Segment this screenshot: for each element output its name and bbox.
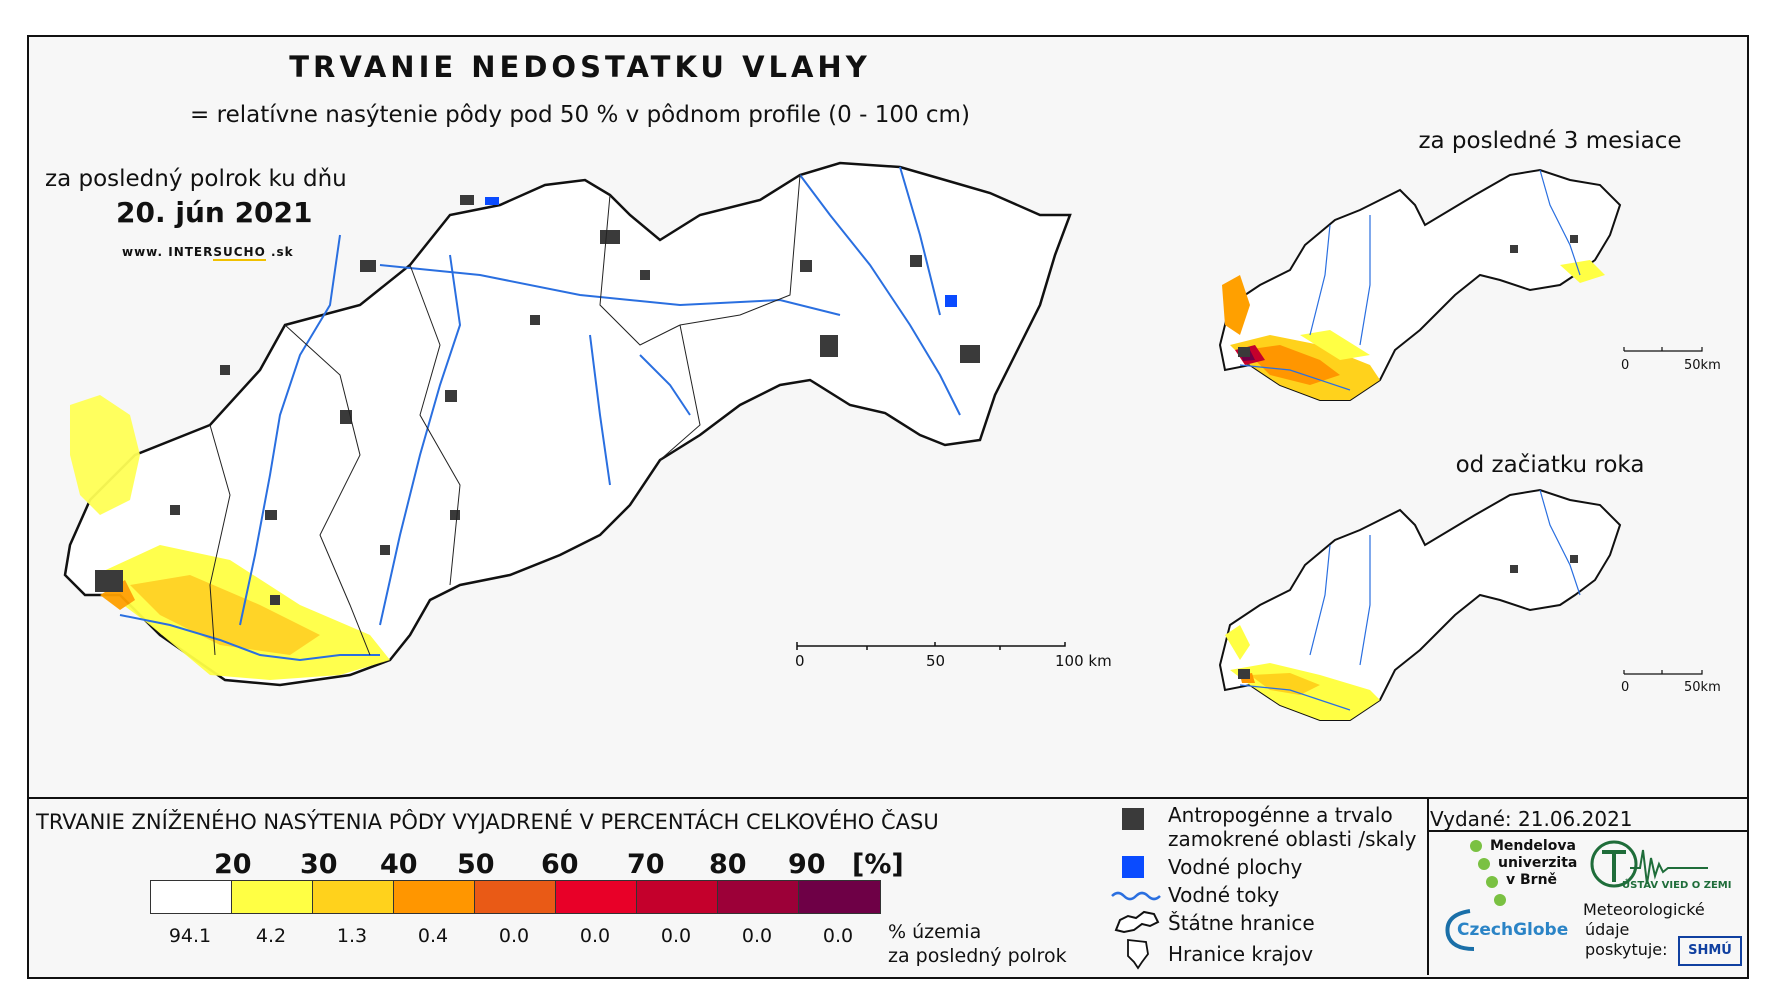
- percent-value-1: 4.2: [255, 925, 287, 947]
- inset-bottom-caption: od začiatku roka: [1455, 452, 1645, 478]
- rivers-inset-bottom: [1239, 489, 1581, 711]
- issued-date: Vydané: 21.06.2021: [1430, 807, 1633, 831]
- threshold-40: 40: [380, 849, 418, 880]
- urban-areas: [95, 195, 980, 605]
- slovakia-outline-main: [63, 161, 1072, 687]
- threshold-unit: [%]: [852, 849, 904, 880]
- threshold-90: 90: [788, 849, 826, 880]
- percent-value-3: 0.4: [417, 925, 449, 947]
- percent-note-line1: % územia: [888, 921, 982, 943]
- main-map: [63, 161, 1072, 687]
- percent-value-6: 0.0: [660, 925, 692, 947]
- czechglobe-text: CzechGlobe: [1457, 920, 1569, 940]
- colorbar-swatch-8: [799, 881, 880, 913]
- legend-panel: [27, 797, 1747, 977]
- main-scale-label-50: 50: [926, 652, 946, 670]
- rivers-inset-top: [1239, 169, 1581, 391]
- drought-area-inset-bottom: [1225, 625, 1380, 720]
- legend-title: TRVANIE ZNÍŽENÉHO NASÝTENIA PÔDY VYJADRE…: [36, 810, 939, 834]
- inset-top-caption: za posledné 3 mesiace: [1418, 128, 1682, 154]
- colorbar-swatch-2: [313, 881, 394, 913]
- threshold-20: 20: [214, 849, 252, 880]
- region-border-label: Hranice krajov: [1168, 942, 1314, 966]
- percent-value-2: 1.3: [336, 925, 368, 947]
- percent-note-line2: za posledný polrok: [888, 945, 1067, 967]
- inset-bottom-scale-bar: [1623, 670, 1703, 675]
- threshold-50: 50: [457, 849, 495, 880]
- uvz-logo-text: ÚSTAV VIED O ZEMI: [1622, 880, 1732, 891]
- lake-domasa: [945, 295, 957, 307]
- colorbar-swatch-6: [637, 881, 718, 913]
- colorbar-swatch-3: [394, 881, 475, 913]
- state-border-label: Štátne hranice: [1168, 911, 1315, 935]
- colorbar-swatch-7: [718, 881, 799, 913]
- website-label: www. INTERSUCHO .sk: [122, 245, 294, 261]
- rivers: [119, 166, 961, 662]
- inset-top-scale-0: 0: [1621, 358, 1630, 373]
- urban-swatch: [1122, 808, 1144, 830]
- water-label: Vodné plochy: [1168, 855, 1303, 879]
- urban-label-line1: Antropogénne a trvalo: [1168, 803, 1393, 827]
- region-borders: [209, 174, 801, 656]
- meteo-line3: poskytuje:: [1585, 940, 1668, 959]
- shmu-logo: SHMÚ: [1678, 936, 1742, 966]
- river-swatch: [1111, 891, 1161, 901]
- threshold-70: 70: [627, 849, 665, 880]
- region-border-swatch: [1127, 938, 1149, 970]
- state-border-swatch: [1114, 910, 1160, 934]
- main-scale-bar: [796, 642, 1066, 650]
- meteo-credit: Meteorologické údaje poskytuje:: [1583, 900, 1705, 960]
- mendel-line3: v Brně: [1506, 872, 1558, 888]
- colorbar-swatch-1: [232, 881, 313, 913]
- water-swatch: [1122, 856, 1144, 878]
- legend-colorbar: [150, 880, 881, 914]
- percent-value-7: 0.0: [741, 925, 773, 947]
- uvz-logo-icon: [1590, 840, 1708, 888]
- inset-bottom-scale-50: 50km: [1684, 680, 1721, 695]
- czechglobe-swoosh-icon: [1445, 909, 1475, 951]
- map-title: TRVANIE NEDOSTATKU VLAHY: [289, 50, 871, 84]
- percent-value-0: 94.1: [168, 925, 212, 947]
- inset-top-scale-50: 50km: [1684, 358, 1721, 373]
- colorbar-swatch-0: [151, 881, 232, 913]
- map-subtitle: = relatívne nasýtenie pôdy pod 50 % v pô…: [190, 102, 970, 128]
- urban-areas-inset-top: [1238, 235, 1578, 357]
- main-scale-label-0: 0: [795, 652, 805, 670]
- mendel-line1: Mendelova: [1490, 838, 1576, 854]
- colorbar-swatch-5: [556, 881, 637, 913]
- meteo-line2: údaje: [1585, 920, 1630, 939]
- main-map-date: 20. jún 2021: [116, 196, 313, 229]
- inset-top-map: [1218, 168, 1622, 401]
- inset-bottom-scale-0: 0: [1621, 680, 1630, 695]
- website-brand: SUCHO: [213, 245, 266, 261]
- main-map-caption: za posledný polrok ku dňu: [45, 166, 347, 192]
- urban-label: Antropogénne a trvalo zamokrené oblasti …: [1168, 803, 1416, 851]
- percent-value-8: 0.0: [822, 925, 854, 947]
- urban-label-line2: zamokrené oblasti /skaly: [1168, 827, 1417, 851]
- threshold-60: 60: [541, 849, 579, 880]
- urban-areas-inset-bottom: [1238, 555, 1578, 679]
- mendel-line2: univerzita: [1498, 855, 1578, 871]
- website-prefix: www. INTER: [122, 245, 214, 259]
- lake-orava: [485, 197, 499, 205]
- percent-value-4: 0.0: [498, 925, 530, 947]
- river-label: Vodné toky: [1168, 883, 1280, 907]
- threshold-80: 80: [709, 849, 747, 880]
- percent-value-5: 0.0: [579, 925, 611, 947]
- main-scale-label-100: 100 km: [1055, 652, 1112, 670]
- percent-note: % územia za posledný polrok: [888, 920, 1067, 968]
- legend-divider: [1427, 797, 1429, 975]
- inset-bottom-map: [1218, 488, 1622, 721]
- mendel-dots-icon: [1470, 840, 1506, 906]
- website-suffix: .sk: [265, 245, 294, 259]
- meteo-line1: Meteorologické: [1583, 900, 1705, 919]
- inset-top-scale-bar: [1623, 347, 1703, 352]
- colorbar-swatch-4: [475, 881, 556, 913]
- threshold-30: 30: [300, 849, 338, 880]
- issued-divider: [1427, 830, 1747, 832]
